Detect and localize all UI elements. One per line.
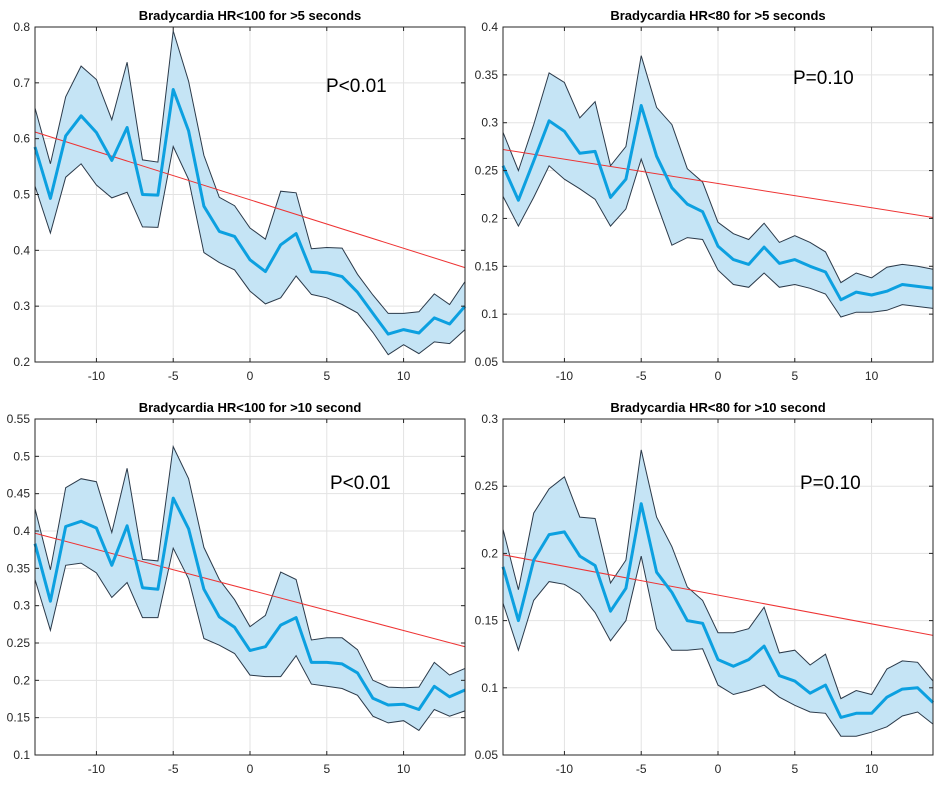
y-tick-label: 0.15 — [475, 614, 499, 628]
y-tick-label: 0.2 — [13, 673, 30, 687]
y-tick-label: 0.3 — [481, 412, 498, 426]
mean-line — [33, 496, 466, 711]
y-tick-label: 0.45 — [7, 487, 31, 501]
y-tick-label: 0.1 — [13, 748, 30, 762]
p-value-annotation: P<0.01 — [326, 76, 387, 97]
y-tick-label: 0.25 — [475, 479, 499, 493]
x-tick-label: 5 — [791, 762, 798, 776]
x-tick-label: -10 — [556, 369, 574, 383]
chart-title: Bradycardia HR<100 for >5 seconds — [139, 8, 362, 23]
x-tick-label: 10 — [397, 762, 411, 776]
x-tick-label: 0 — [247, 369, 254, 383]
x-tick-label: 0 — [715, 369, 722, 383]
y-tick-label: 0.35 — [7, 561, 31, 575]
x-tick-label: 0 — [715, 762, 722, 776]
y-tick-label: 0.25 — [475, 164, 499, 178]
p-value-annotation: P=0.10 — [793, 68, 854, 89]
x-tick-label: -10 — [88, 762, 106, 776]
y-tick-label: 0.2 — [13, 355, 30, 369]
y-tick-label: 0.3 — [13, 599, 30, 613]
trend-line — [502, 149, 934, 218]
x-tick-label: 5 — [323, 369, 330, 383]
y-tick-label: 0.05 — [475, 355, 499, 369]
y-tick-label: 0.5 — [13, 188, 30, 202]
y-tick-label: 0.15 — [7, 711, 31, 725]
mean-line — [501, 502, 935, 719]
chart-panel-3: -10 -5 0 5 10 0.1 0.15 0.2 0.25 0.3 0.35 0.4 0.45 0.5… — [7, 400, 466, 776]
y-tick-label: 0.3 — [13, 299, 30, 313]
y-tick-label: 0.15 — [475, 259, 499, 273]
x-tick-label: 0 — [247, 762, 254, 776]
upper-bound-line — [502, 449, 934, 700]
y-tick-label: 0.4 — [13, 243, 30, 257]
p-value-annotation: P=0.10 — [800, 473, 861, 494]
x-tick-label: -5 — [168, 762, 179, 776]
chart-panel-2: -10 -5 0 5 10 0.05 0.1 0.15 0.2 0.25 0.3 0.35 0.4 Bra… — [475, 8, 934, 383]
y-tick-label: 0.35 — [475, 68, 499, 82]
p-value-annotation: P<0.01 — [330, 473, 391, 494]
y-tick-label: 0.05 — [475, 748, 499, 762]
y-tick-label: 0.3 — [481, 116, 498, 130]
x-tick-label: 10 — [865, 369, 879, 383]
y-tick-label: 0.4 — [481, 20, 498, 34]
x-tick-label: 5 — [323, 762, 330, 776]
x-tick-label: -5 — [168, 369, 179, 383]
chart-title: Bradycardia HR<80 for >10 second — [610, 400, 825, 415]
lower-bound-line — [34, 144, 466, 356]
x-tick-label: -5 — [636, 369, 647, 383]
y-tick-label: 0.2 — [481, 546, 498, 560]
x-tick-label: -10 — [556, 762, 574, 776]
y-tick-label: 0.25 — [7, 636, 31, 650]
trend-line — [502, 554, 934, 636]
x-tick-label: 5 — [791, 369, 798, 383]
mean-line — [33, 88, 467, 336]
y-tick-label: 0.5 — [13, 449, 30, 463]
chart-title: Bradycardia HR<100 for >10 second — [139, 400, 362, 415]
upper-bound-line — [502, 55, 934, 284]
lower-bound-line — [34, 546, 466, 732]
y-tick-label: 0.1 — [481, 681, 498, 695]
trend-line — [34, 131, 466, 269]
upper-bound-line — [34, 444, 466, 689]
confidence-band — [35, 30, 465, 355]
lower-bound-line — [502, 555, 934, 737]
y-tick-label: 0.1 — [481, 307, 498, 321]
y-tick-label: 0.55 — [7, 412, 31, 426]
y-tick-label: 0.2 — [481, 211, 498, 225]
upper-bound-line — [34, 30, 466, 314]
x-tick-label: 10 — [397, 369, 411, 383]
y-tick-label: 0.7 — [13, 76, 30, 90]
x-tick-label: 10 — [865, 762, 879, 776]
lower-bound-line — [502, 157, 934, 318]
chart-panel-4: -10 -5 0 5 10 0.05 0.1 0.15 0.2 0.25 0.3 Bradycardi… — [475, 400, 935, 776]
y-tick-label: 0.4 — [13, 524, 30, 538]
mean-line — [501, 104, 934, 302]
y-tick-label: 0.6 — [13, 132, 30, 146]
chart-panel-1: -10 -5 0 5 10 0.2 0.3 0.4 0.5 0.6 0.7 0.8 Bradycardi… — [13, 8, 467, 383]
chart-title: Bradycardia HR<80 for >5 seconds — [610, 8, 825, 23]
confidence-band — [35, 446, 465, 731]
x-tick-label: -10 — [88, 369, 106, 383]
x-tick-label: -5 — [636, 762, 647, 776]
confidence-band — [503, 449, 933, 737]
y-tick-label: 0.8 — [13, 20, 30, 34]
